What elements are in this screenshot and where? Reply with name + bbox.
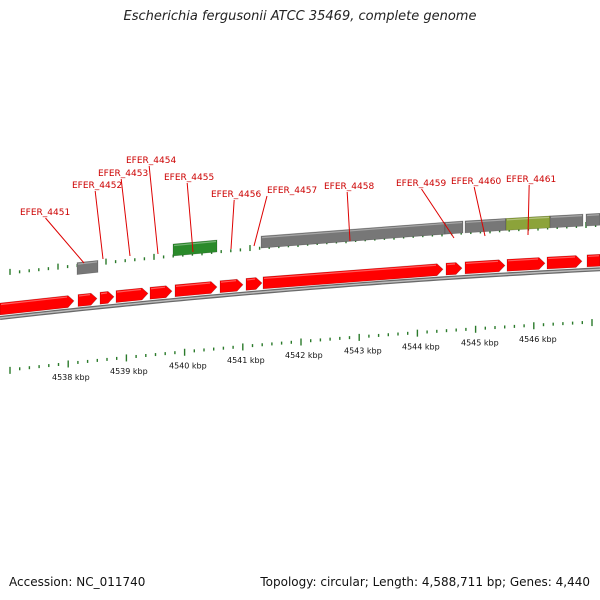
forward-gene-12 (506, 257, 546, 272)
forward-gene-9-highlight (263, 264, 437, 280)
callout-line (230, 199, 235, 250)
forward-gene-7-highlight (220, 280, 237, 283)
forward-gene-5-highlight (150, 286, 166, 290)
forward-gene-3-highlight (100, 292, 108, 295)
gene-label-efer_4457: EFER_4457 (267, 186, 317, 196)
accession-text: Accession: NC_011740 (9, 575, 146, 589)
gene-label-efer_4452: EFER_4452 (72, 181, 122, 191)
forward-gene-1 (0, 295, 75, 316)
gene-label-efer_4455: EFER_4455 (164, 173, 214, 183)
gene-label-efer_4460: EFER_4460 (451, 177, 501, 187)
scale-label: 4543 kbp (344, 347, 382, 356)
reverse-gene-1 (76, 260, 99, 275)
forward-gene-12-highlight (507, 258, 539, 262)
rna-gene (172, 239, 218, 257)
genome-summary-text: Topology: circular; Length: 4,588,711 bp… (260, 575, 590, 589)
forward-gene-14 (586, 253, 600, 268)
forward-gene-1-highlight (0, 296, 68, 306)
forward-gene-2 (77, 292, 98, 307)
reverse-gene-6 (585, 212, 600, 227)
genome-backbone (0, 267, 600, 320)
callout-line (346, 191, 351, 242)
forward-gene-5 (149, 285, 173, 300)
scale-label: 4546 kbp (519, 335, 557, 344)
scale-label: 4540 kbp (169, 361, 207, 370)
forward-gene-4 (115, 287, 149, 303)
gene-label-efer_4451: EFER_4451 (20, 208, 70, 218)
forward-gene-6-highlight (175, 282, 211, 287)
forward-gene-3 (99, 291, 115, 305)
gene-track (0, 212, 600, 316)
reverse-gene-2-highlight (261, 223, 445, 239)
gene-callouts: EFER_4451 EFER_4452 EFER_4453 EFER_4454 EFER… (20, 156, 556, 264)
reverse-gene-1-highlight (77, 261, 98, 265)
forward-gene-4-highlight (116, 288, 142, 293)
callout-line (186, 182, 194, 253)
forward-gene-10 (445, 262, 463, 276)
reverse-gene-3-highlight (445, 221, 463, 225)
forward-gene-9 (262, 263, 444, 290)
forward-gene-6 (174, 281, 218, 298)
backbone-highlight (0, 268, 600, 319)
forward-gene-2-highlight (78, 294, 91, 297)
reverse-gene-5 (549, 213, 584, 229)
scale-label: 4542 kbp (285, 351, 323, 360)
scale-label: 4541 kbp (227, 356, 265, 365)
callout-line (253, 195, 268, 247)
gene-label-efer_4454: EFER_4454 (126, 156, 176, 166)
rna-gene-highlight (173, 240, 217, 247)
callout-line (120, 178, 131, 257)
reverse-gene-4-highlight (465, 219, 506, 224)
forward-gene-8-highlight (246, 278, 256, 281)
scale-label: 4538 kbp (52, 373, 90, 382)
reverse-gene-5-highlight (550, 215, 583, 218)
scale-labels: 4538 kbp 4539 kbp 4540 kbp 4541 kbp 4542 kbp… (52, 335, 557, 382)
forward-gene-10-highlight (446, 263, 456, 266)
callout-line (94, 190, 104, 260)
gene-label-efer_4456: EFER_4456 (211, 190, 261, 200)
reverse-gene-6-highlight (586, 214, 600, 217)
callout-line (148, 165, 159, 255)
lower-tick-track (9, 319, 593, 374)
scale-label: 4539 kbp (110, 367, 148, 376)
forward-gene-11 (464, 259, 506, 275)
forward-gene-11-highlight (465, 260, 499, 265)
forward-gene-13 (546, 255, 583, 270)
callout-line (421, 188, 455, 239)
gene-label-efer_4461: EFER_4461 (506, 175, 556, 185)
forward-gene-14-highlight (587, 255, 600, 258)
callout-line (45, 217, 85, 264)
forward-gene-8 (245, 277, 263, 291)
gene-label-efer_4458: EFER_4458 (324, 182, 374, 192)
scale-label: 4544 kbp (402, 342, 440, 351)
scale-label: 4545 kbp (461, 338, 499, 347)
forward-gene-7 (219, 278, 244, 294)
gene-label-efer_4459: EFER_4459 (396, 179, 446, 189)
gene-label-efer_4453: EFER_4453 (98, 169, 148, 179)
callout-line (473, 186, 486, 237)
forward-gene-13-highlight (547, 256, 576, 260)
callout-line (527, 184, 530, 236)
genome-title: Escherichia fergusonii ATCC 35469, compl… (123, 9, 477, 24)
